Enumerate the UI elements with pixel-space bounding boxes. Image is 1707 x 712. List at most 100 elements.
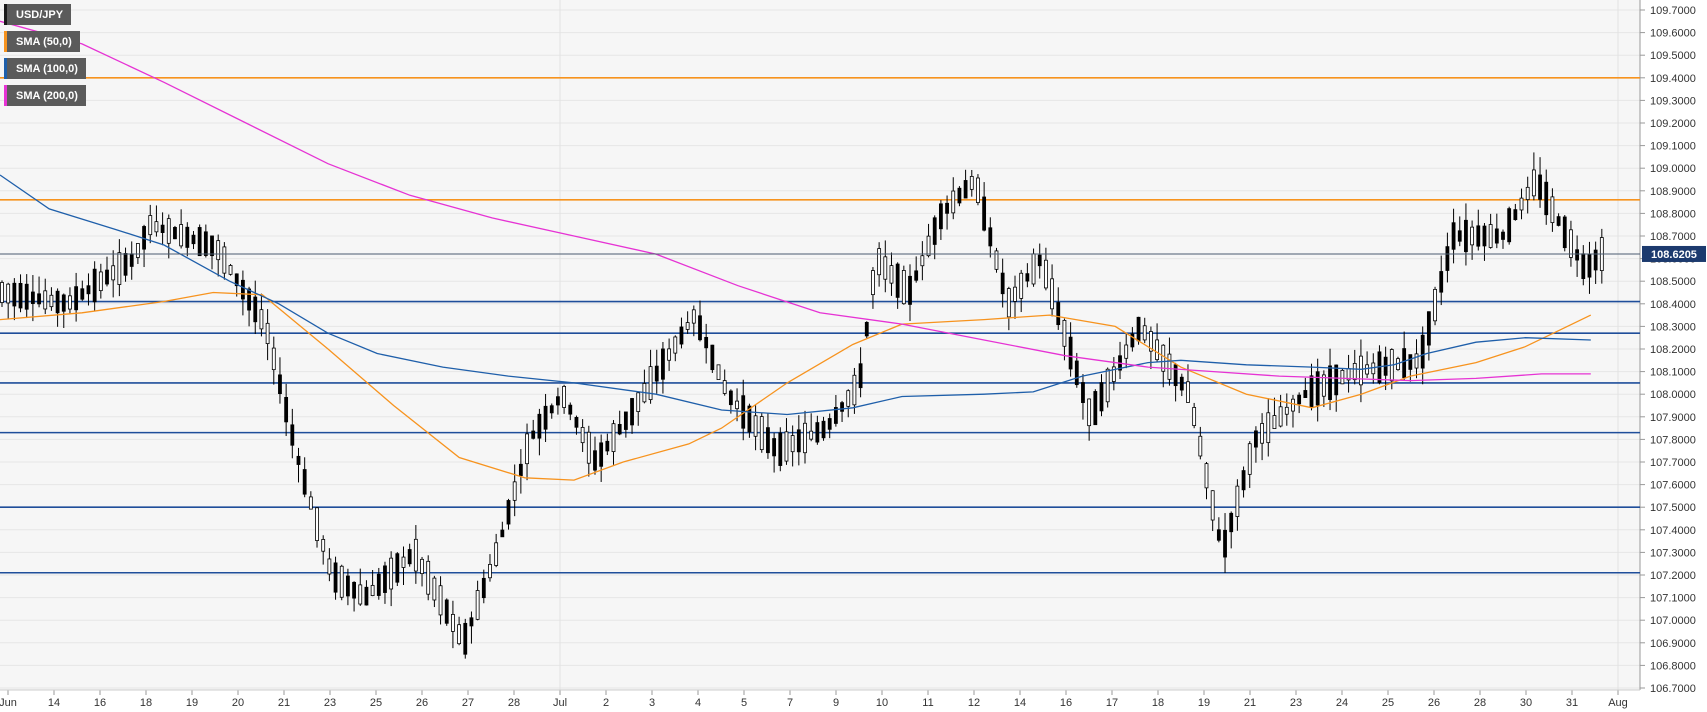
bear-candle xyxy=(895,263,900,298)
bear-candle xyxy=(1445,246,1450,271)
bear-candle xyxy=(1464,219,1468,253)
legend-sma-100-swatch xyxy=(4,58,7,79)
bull-candle xyxy=(49,294,54,308)
bear-candle xyxy=(543,405,548,430)
bull-candle xyxy=(969,176,974,190)
y-tick-label: 107.6000 xyxy=(1650,480,1696,492)
bear-candle xyxy=(290,424,295,446)
bull-candle xyxy=(1198,435,1203,457)
bull-candle xyxy=(803,422,807,454)
bull-candle xyxy=(685,322,690,330)
x-tick-label: 5 xyxy=(741,697,747,709)
x-tick-label: Jul xyxy=(553,697,567,709)
y-tick-label: 107.9000 xyxy=(1650,412,1696,424)
bull-candle xyxy=(1006,288,1011,318)
y-tick-label: 108.3000 xyxy=(1650,321,1696,333)
x-tick-label: 2 xyxy=(603,697,609,709)
bear-candle xyxy=(247,288,251,311)
bear-candle xyxy=(1476,225,1481,247)
bear-candle xyxy=(1587,254,1592,278)
bull-candle xyxy=(877,248,882,276)
bear-candle xyxy=(74,286,79,311)
bear-candle xyxy=(160,224,165,233)
bear-candle xyxy=(796,429,801,453)
bear-candle xyxy=(679,326,684,345)
bull-candle xyxy=(494,542,499,566)
y-tick-label: 107.5000 xyxy=(1650,502,1696,514)
bull-candle xyxy=(889,265,894,284)
bull-candle xyxy=(1087,398,1092,427)
bull-candle xyxy=(43,290,48,310)
legend-sma-50-label: SMA (50,0) xyxy=(16,35,72,48)
y-tick-label: 109.4000 xyxy=(1650,73,1696,85)
bear-candle xyxy=(574,417,579,428)
bull-candle xyxy=(154,221,159,233)
bull-candle xyxy=(426,560,431,595)
legend-sma-50: SMA (50,0) xyxy=(4,31,80,52)
bull-candle xyxy=(166,218,171,244)
bull-candle xyxy=(809,430,814,440)
bull-candle xyxy=(98,271,103,292)
bull-candle xyxy=(1321,374,1326,397)
bull-candle xyxy=(259,309,264,330)
bear-candle xyxy=(234,273,239,287)
bull-candle xyxy=(315,507,319,541)
bear-candle xyxy=(518,463,523,476)
bull-candle xyxy=(1044,259,1048,289)
x-tick-label: 20 xyxy=(232,697,244,709)
bull-candle xyxy=(716,364,721,380)
legend-sma-200-swatch xyxy=(4,85,7,106)
y-tick-label: 109.2000 xyxy=(1650,118,1696,130)
bear-candle xyxy=(1093,391,1098,426)
bull-candle xyxy=(1031,253,1036,285)
bear-candle xyxy=(1507,208,1512,243)
bear-candle xyxy=(605,440,610,452)
bull-candle xyxy=(1050,278,1054,310)
bull-candle xyxy=(1266,412,1271,444)
plot-area xyxy=(0,0,1640,690)
bull-candle xyxy=(846,390,851,407)
bear-candle xyxy=(1223,529,1227,558)
x-tick-label: 3 xyxy=(649,697,655,709)
bear-candle xyxy=(1581,253,1586,279)
bull-candle xyxy=(68,295,72,310)
bear-candle xyxy=(444,599,449,624)
bull-candle xyxy=(228,265,233,275)
bull-candle xyxy=(1161,344,1166,372)
bear-candle xyxy=(957,187,962,204)
bear-candle xyxy=(1420,334,1425,369)
x-tick-label: 4 xyxy=(695,697,701,709)
y-tick-label: 109.5000 xyxy=(1650,50,1696,62)
bear-candle xyxy=(1328,365,1332,400)
bear-candle xyxy=(556,396,560,406)
bull-candle xyxy=(753,415,758,437)
legend-symbol-swatch xyxy=(4,4,7,25)
bull-candle xyxy=(358,584,363,605)
bull-candle xyxy=(1235,485,1240,517)
bull-candle xyxy=(1365,364,1369,375)
bear-candle xyxy=(1309,375,1314,408)
bull-candle xyxy=(1105,368,1110,403)
x-tick-label: 19 xyxy=(186,697,198,709)
bull-candle xyxy=(994,250,999,270)
y-tick-label: 109.0000 xyxy=(1650,163,1696,175)
bear-candle xyxy=(1451,222,1456,250)
bear-candle xyxy=(747,405,752,433)
bear-candle xyxy=(1402,348,1407,378)
bear-candle xyxy=(197,227,202,257)
bull-candle xyxy=(1291,398,1295,412)
current-price-box xyxy=(1642,245,1706,262)
bull-candle xyxy=(1569,229,1573,258)
y-tick-label: 107.2000 xyxy=(1650,570,1696,582)
bear-candle xyxy=(1173,364,1178,387)
bear-candle xyxy=(185,226,190,248)
x-tick-label: 23 xyxy=(324,697,336,709)
y-tick-label: 108.4000 xyxy=(1650,299,1696,311)
x-tick-label: 27 xyxy=(462,697,474,709)
sma-line-1 xyxy=(0,174,1591,416)
legend-sma-100-label: SMA (100,0) xyxy=(16,62,78,75)
bear-candle xyxy=(1000,272,1005,295)
bull-candle xyxy=(920,255,925,267)
x-tick-label: 28 xyxy=(508,697,520,709)
bear-candle xyxy=(80,288,85,300)
